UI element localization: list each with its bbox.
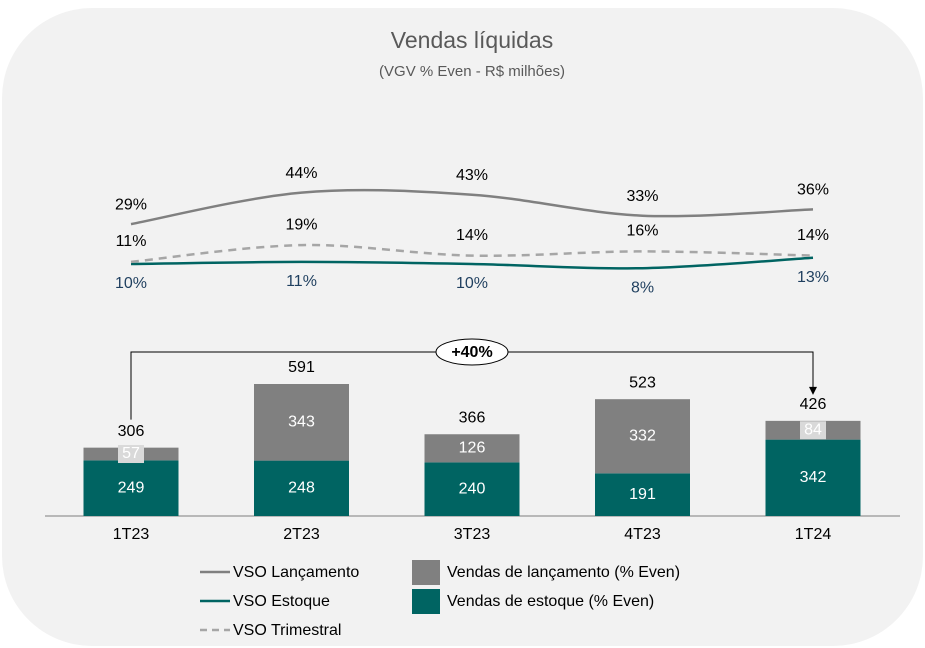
total-label: 306: [118, 423, 145, 440]
x-tick-label: 2T23: [283, 526, 320, 543]
line-label: 14%: [797, 227, 829, 244]
data-label: 126: [459, 440, 486, 457]
line-label: 14%: [456, 227, 488, 244]
line-label: 29%: [115, 196, 147, 213]
total-label: 591: [288, 359, 315, 376]
data-label: 84: [804, 421, 822, 438]
line: [130, 256, 814, 270]
x-tick-label: 3T23: [454, 526, 491, 543]
legend-label: Vendas de lançamento (% Even): [447, 564, 680, 581]
data-label: 57: [122, 445, 140, 462]
line-label: 10%: [115, 275, 147, 292]
legend-swatch: [412, 560, 440, 585]
legend-swatch: [412, 589, 440, 614]
chart-subtitle: (VGV % Even - R$ milhões): [379, 63, 565, 80]
line: [130, 188, 814, 226]
label-box: [800, 421, 826, 440]
annotation-arrow: [809, 386, 817, 395]
legend-label: Vendas de estoque (% Even): [447, 593, 654, 610]
data-label: 249: [118, 479, 145, 496]
x-tick-label: 4T23: [624, 526, 661, 543]
annotation-bubble: [435, 338, 509, 366]
data-label: 248: [288, 480, 315, 497]
line-label: 16%: [626, 223, 658, 240]
panel: [2, 8, 923, 646]
line-label: 11%: [116, 233, 147, 250]
annotation: +40%: [451, 344, 492, 361]
line-label: 10%: [456, 275, 488, 292]
line-label: 13%: [797, 269, 829, 286]
line: [130, 243, 814, 264]
line-label: 19%: [285, 216, 317, 233]
bar-segment: [595, 473, 690, 516]
legend-label: VSO Trimestral: [233, 622, 341, 639]
bar-segment: [254, 460, 349, 516]
bar-segment: [83, 460, 179, 516]
data-label: 342: [800, 469, 827, 486]
legend-label: VSO Lançamento: [233, 564, 359, 581]
data-label: 343: [288, 414, 315, 431]
x-tick-label: 1T24: [795, 526, 832, 543]
line-label: 11%: [286, 273, 317, 290]
legend-label: VSO Estoque: [233, 593, 330, 610]
data-label: 332: [629, 427, 656, 444]
data-label: 240: [459, 480, 486, 497]
bar-segment: [424, 462, 520, 516]
total-label: 366: [459, 409, 486, 426]
total-label: 523: [629, 374, 656, 391]
label-box: [118, 445, 144, 464]
x-tick-label: 1T23: [113, 526, 150, 543]
bar-segment: [595, 399, 690, 474]
line-label: 43%: [456, 167, 488, 184]
line-label: 44%: [285, 165, 317, 182]
line-label: 8%: [631, 279, 654, 296]
line-label: 36%: [797, 182, 829, 199]
bar-segment: [254, 384, 349, 461]
line-label: 33%: [626, 188, 658, 205]
total-label: 426: [800, 396, 827, 413]
chart-title: Vendas líquidas: [391, 27, 553, 53]
bar-segment: [424, 434, 520, 463]
data-label: 191: [629, 486, 656, 503]
bar-segment: [765, 439, 861, 516]
